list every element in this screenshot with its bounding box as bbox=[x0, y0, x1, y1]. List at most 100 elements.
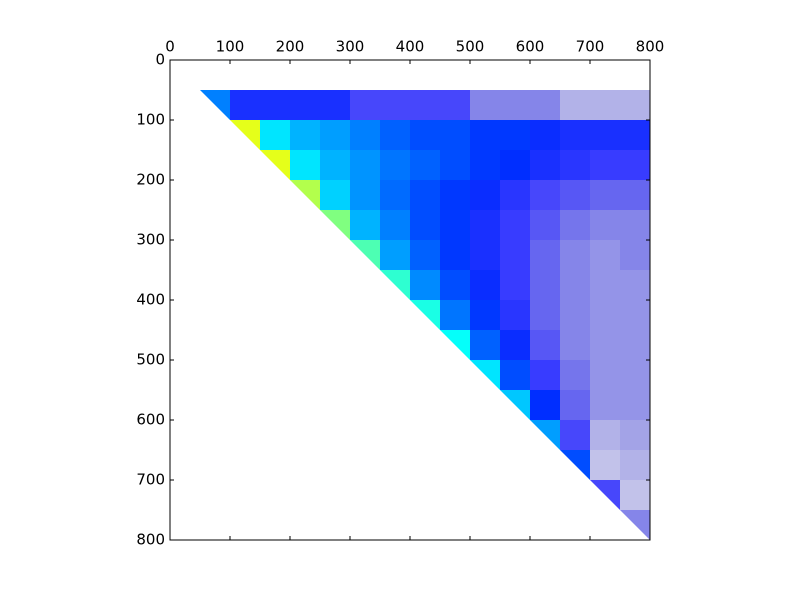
heatmap-cell bbox=[620, 450, 650, 480]
heatmap-cell bbox=[530, 120, 560, 150]
x-tick-label: 200 bbox=[276, 38, 305, 56]
heatmap-cell bbox=[500, 300, 530, 330]
heatmap-cell bbox=[560, 330, 590, 360]
heatmap-cell bbox=[440, 240, 470, 270]
heatmap-cell bbox=[470, 330, 500, 360]
heatmap-cell bbox=[560, 300, 590, 330]
heatmap-cell bbox=[440, 150, 470, 180]
heatmap-cell bbox=[470, 360, 500, 390]
heatmap-cell bbox=[500, 360, 530, 390]
heatmap-cell bbox=[530, 240, 560, 270]
heatmap-cell bbox=[530, 270, 560, 300]
heatmap-cell bbox=[320, 210, 350, 240]
heatmap-cell bbox=[590, 180, 620, 210]
heatmap-cell bbox=[620, 360, 650, 390]
x-tick-label: 100 bbox=[216, 38, 245, 56]
heatmap-cell bbox=[230, 90, 260, 120]
heatmap-cell bbox=[560, 360, 590, 390]
heatmap-cell bbox=[470, 150, 500, 180]
heatmap-cell bbox=[200, 90, 230, 120]
heatmap-cell bbox=[530, 210, 560, 240]
heatmap-cell bbox=[560, 120, 590, 150]
heatmap-cell bbox=[620, 180, 650, 210]
heatmap-cell bbox=[620, 120, 650, 150]
y-tick-label: 0 bbox=[155, 51, 165, 69]
heatmap-cell bbox=[590, 330, 620, 360]
heatmap-cell bbox=[320, 180, 350, 210]
heatmap-cell bbox=[230, 120, 260, 150]
heatmap-cell bbox=[500, 390, 530, 420]
heatmap-cell bbox=[290, 180, 320, 210]
heatmap-cell bbox=[500, 150, 530, 180]
heatmap-cell bbox=[590, 480, 620, 510]
heatmap-cell bbox=[320, 90, 350, 120]
heatmap-cell bbox=[560, 270, 590, 300]
heatmap-cell bbox=[530, 90, 560, 120]
heatmap-cell bbox=[620, 210, 650, 240]
heatmap-cell bbox=[350, 150, 380, 180]
y-tick-label: 800 bbox=[136, 531, 165, 549]
heatmap-cell bbox=[470, 120, 500, 150]
heatmap-cell bbox=[620, 300, 650, 330]
heatmap-cell bbox=[620, 150, 650, 180]
heatmap-cell bbox=[380, 120, 410, 150]
heatmap-cell bbox=[530, 330, 560, 360]
heatmap-cell bbox=[440, 300, 470, 330]
heatmap-cell bbox=[560, 450, 590, 480]
heatmap-cell bbox=[590, 360, 620, 390]
heatmap-cell bbox=[320, 150, 350, 180]
heatmap-cell bbox=[350, 180, 380, 210]
y-tick-label: 400 bbox=[136, 291, 165, 309]
heatmap-cell bbox=[410, 90, 440, 120]
y-tick-label: 600 bbox=[136, 411, 165, 429]
heatmap-cell bbox=[500, 270, 530, 300]
heatmap-cell bbox=[290, 150, 320, 180]
heatmap-cell bbox=[500, 330, 530, 360]
heatmap-cell bbox=[590, 210, 620, 240]
heatmap-cell bbox=[410, 300, 440, 330]
heatmap-cell bbox=[410, 150, 440, 180]
x-tick-label: 600 bbox=[516, 38, 545, 56]
heatmap-cell bbox=[380, 240, 410, 270]
heatmap-cell bbox=[530, 180, 560, 210]
x-tick-label: 400 bbox=[396, 38, 425, 56]
heatmap-cell bbox=[350, 240, 380, 270]
heatmap-cell bbox=[560, 90, 590, 120]
heatmap-cell bbox=[620, 270, 650, 300]
heatmap-cell bbox=[470, 180, 500, 210]
heatmap-cell bbox=[500, 180, 530, 210]
heatmap-cell bbox=[590, 120, 620, 150]
heatmap-cell bbox=[590, 420, 620, 450]
heatmap-cell bbox=[620, 510, 650, 540]
heatmap-cell bbox=[350, 90, 380, 120]
x-tick-label: 500 bbox=[456, 38, 485, 56]
heatmap-cell bbox=[440, 210, 470, 240]
heatmap-cell bbox=[290, 90, 320, 120]
heatmap-cell bbox=[410, 210, 440, 240]
heatmap-cell bbox=[440, 90, 470, 120]
heatmap-cell bbox=[620, 90, 650, 120]
heatmap-cell bbox=[560, 150, 590, 180]
heatmap-cell bbox=[500, 240, 530, 270]
heatmap-cell bbox=[560, 240, 590, 270]
heatmap-cell bbox=[470, 210, 500, 240]
x-tick-label: 800 bbox=[636, 38, 665, 56]
heatmap-cell bbox=[590, 150, 620, 180]
heatmap-cell bbox=[380, 210, 410, 240]
heatmap-cell bbox=[410, 120, 440, 150]
heatmap-cell bbox=[590, 90, 620, 120]
heatmap-cell bbox=[620, 390, 650, 420]
heatmap-cell bbox=[590, 240, 620, 270]
heatmap-cell bbox=[530, 360, 560, 390]
heatmap-cell bbox=[440, 120, 470, 150]
x-tick-label: 300 bbox=[336, 38, 365, 56]
heatmap-cell bbox=[530, 150, 560, 180]
heatmap-cell bbox=[260, 150, 290, 180]
heatmap-cell bbox=[560, 390, 590, 420]
heatmap-cell bbox=[620, 480, 650, 510]
x-tick-label: 0 bbox=[165, 38, 175, 56]
heatmap-cell bbox=[530, 420, 560, 450]
heatmap-cell bbox=[260, 120, 290, 150]
heatmap-cell bbox=[590, 450, 620, 480]
